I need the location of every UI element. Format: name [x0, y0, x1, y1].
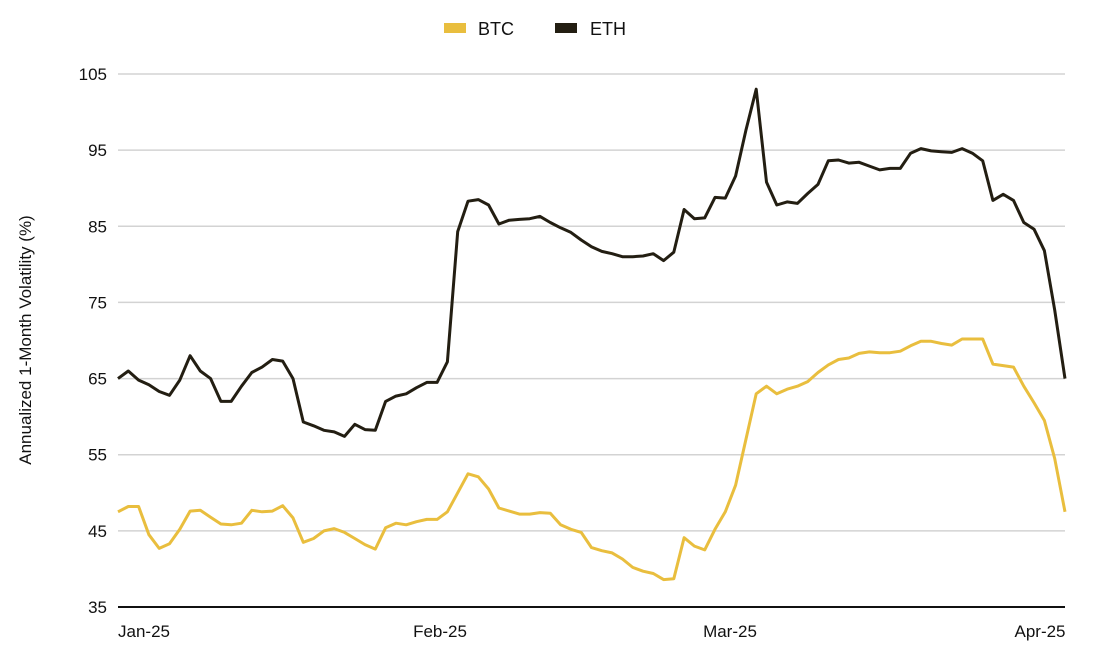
- y-tick-label: 65: [88, 370, 107, 389]
- x-tick-label: Apr-25: [1014, 622, 1065, 641]
- y-tick-label: 85: [88, 217, 107, 236]
- legend-label-btc: BTC: [478, 19, 514, 39]
- series-line-btc: [117, 337, 1067, 582]
- legend-item-btc[interactable]: BTC: [444, 19, 514, 39]
- series-lines: [117, 87, 1067, 582]
- y-tick-label: 45: [88, 522, 107, 541]
- y-tick-label: 95: [88, 141, 107, 160]
- legend-swatch-btc: [444, 23, 466, 33]
- y-axis-label: Annualized 1-Month Volatility (%): [16, 215, 35, 464]
- y-axis-ticks: 35 45 55 65 75 85 95 105: [79, 65, 107, 617]
- legend-label-eth: ETH: [590, 19, 626, 39]
- x-axis-ticks: Jan-25 Feb-25 Mar-25 Apr-25: [118, 622, 1066, 641]
- y-tick-label: 55: [88, 446, 107, 465]
- series-line-eth: [117, 87, 1067, 438]
- legend-item-eth[interactable]: ETH: [555, 19, 626, 39]
- x-tick-label: Jan-25: [118, 622, 170, 641]
- gridlines: [118, 73, 1065, 532]
- x-tick-label: Mar-25: [703, 622, 757, 641]
- y-tick-label: 105: [79, 65, 107, 84]
- legend-swatch-eth: [555, 23, 577, 33]
- legend: BTC ETH: [444, 19, 626, 39]
- y-tick-label: 75: [88, 293, 107, 312]
- x-tick-label: Feb-25: [413, 622, 467, 641]
- y-tick-label: 35: [88, 598, 107, 617]
